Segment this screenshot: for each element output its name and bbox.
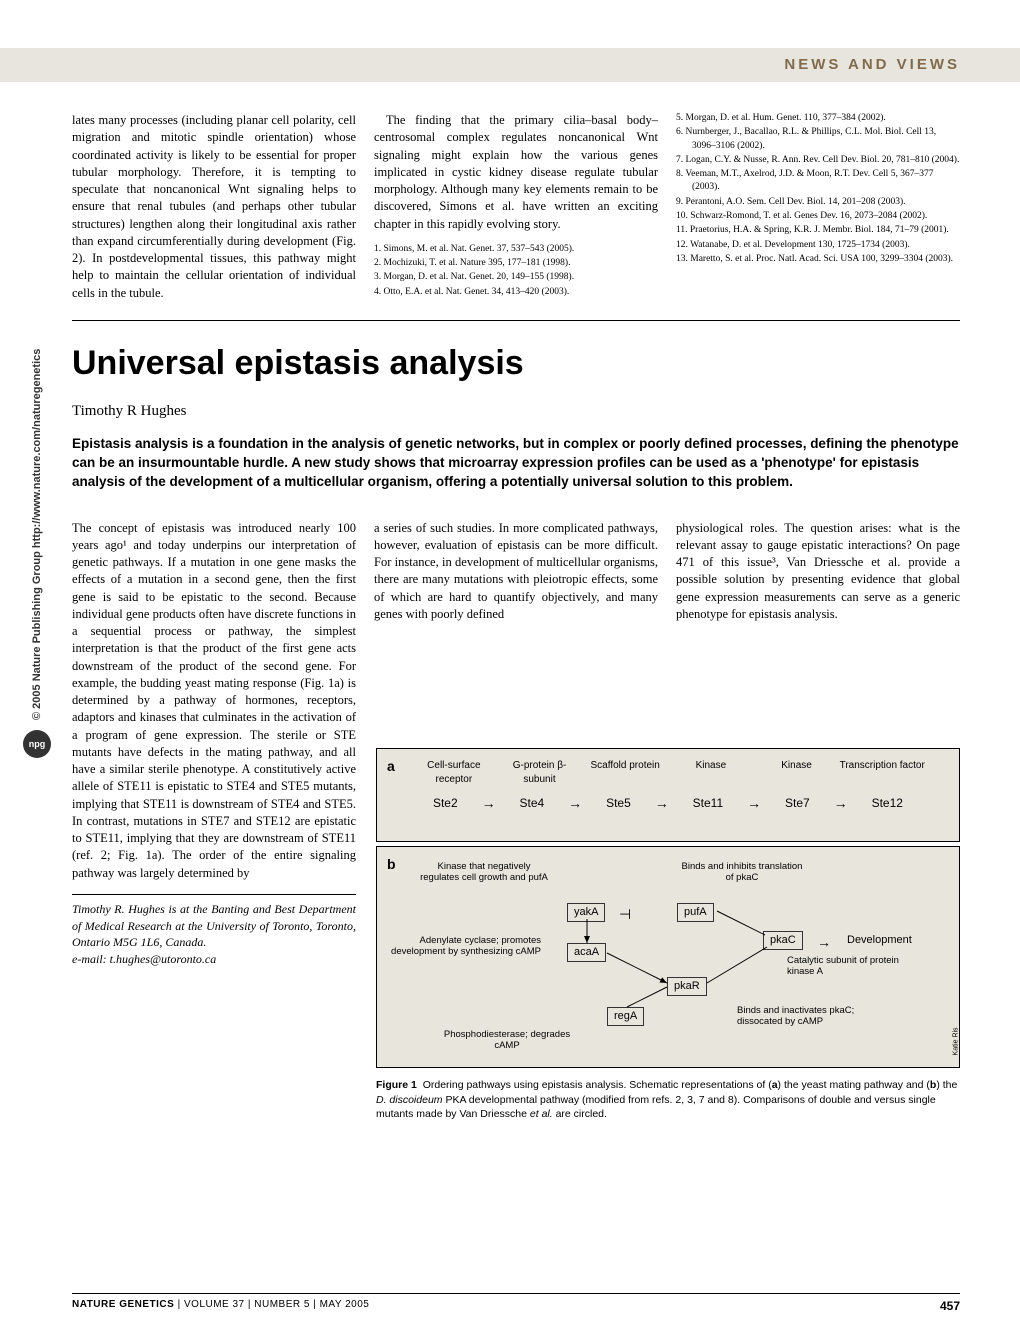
label: Cell-surface receptor	[411, 759, 497, 786]
arrow-icon: →	[834, 794, 848, 813]
ref: 5. Morgan, D. et al. Hum. Genet. 110, 37…	[676, 112, 960, 125]
figure-caption: Figure 1 Ordering pathways using epistas…	[376, 1078, 960, 1122]
label-phospho: Phosphodiesterase; degrades cAMP	[437, 1029, 577, 1052]
body-col1-text: The concept of epistasis was introduced …	[72, 520, 356, 882]
section-header: NEWS AND VIEWS	[784, 55, 960, 75]
author-name: Timothy R Hughes	[72, 401, 960, 421]
label: Transcription factor	[839, 759, 925, 786]
page-footer: NATURE GENETICS | VOLUME 37 | NUMBER 5 |…	[72, 1293, 960, 1314]
label-catalytic: Catalytic subunit of protein kinase A	[787, 955, 917, 978]
ref: 12. Watanabe, D. et al. Development 130,…	[676, 239, 960, 252]
body-col3-text: physiological roles. The question arises…	[676, 520, 960, 624]
top-col2: The finding that the primary cilia–basal…	[374, 112, 658, 302]
top-col1-text: lates many processes (including planar c…	[72, 112, 356, 302]
ref: 3. Morgan, D. et al. Nat. Genet. 20, 149…	[374, 271, 658, 284]
author-info: Timothy R. Hughes is at the Banting and …	[72, 894, 356, 968]
abstract: Epistasis analysis is a foundation in th…	[72, 435, 960, 492]
ref: 8. Veeman, M.T., Axelrod, J.D. & Moon, R…	[676, 168, 960, 195]
node-pufA: pufA	[677, 903, 714, 922]
ref: 13. Maretto, S. et al. Proc. Natl. Acad.…	[676, 253, 960, 266]
ref: 4. Otto, E.A. et al. Nat. Genet. 34, 413…	[374, 286, 658, 299]
article-title: Universal epistasis analysis	[72, 341, 960, 387]
ref: 11. Praetorius, H.A. & Spring, K.R. J. M…	[676, 224, 960, 237]
ref: 2. Mochizuki, T. et al. Nature 395, 177–…	[374, 257, 658, 270]
panel-a-label: a	[387, 757, 395, 776]
arrow-icon: →	[747, 794, 761, 813]
figure-credit: Katie Ris	[952, 1027, 961, 1055]
gene: Ste12	[872, 795, 903, 811]
ref: 7. Logan, C.Y. & Nusse, R. Ann. Rev. Cel…	[676, 154, 960, 167]
ref: 6. Nurnberger, J., Bacallao, R.L. & Phil…	[676, 126, 960, 153]
gene: Ste11	[693, 795, 723, 811]
panel-a-genes: Ste2 → Ste4 → Ste5 → Ste11 → Ste7 → Ste1…	[391, 794, 945, 813]
label: G-protein β-subunit	[497, 759, 583, 786]
top-col2-text: The finding that the primary cilia–basal…	[374, 112, 658, 233]
footer-journal-info: NATURE GENETICS | VOLUME 37 | NUMBER 5 |…	[72, 1298, 369, 1314]
node-pkaR: pkaR	[667, 977, 707, 996]
figure-1: a Cell-surface receptor G-protein β-subu…	[376, 748, 960, 1122]
node-yakA: yakA	[567, 903, 605, 922]
gene: Ste7	[785, 795, 810, 811]
label-kinase-neg: Kinase that negatively regulates cell gr…	[419, 861, 549, 884]
header-bar: NEWS AND VIEWS	[0, 48, 1020, 82]
npg-logo: npg	[23, 730, 51, 758]
gene: Ste2	[433, 795, 458, 811]
node-regA: regA	[607, 1007, 644, 1026]
gene: Ste5	[606, 795, 631, 811]
node-pkaC: pkaC	[763, 931, 803, 950]
main-content: lates many processes (including planar c…	[72, 112, 960, 1284]
caption-text: Ordering pathways using epistasis analys…	[376, 1079, 957, 1120]
divider	[72, 320, 960, 321]
node-acaA: acaA	[567, 943, 606, 962]
refs-1-4: 1. Simons, M. et al. Nat. Genet. 37, 537…	[374, 243, 658, 299]
figure-panel-b: b Kinase that negatively regulates cell …	[376, 846, 960, 1068]
refs-5-13: 5. Morgan, D. et al. Hum. Genet. 110, 37…	[676, 112, 960, 302]
top-continuation-section: lates many processes (including planar c…	[72, 112, 960, 302]
label-binds-inhibits: Binds and inhibits translation of pkaC	[677, 861, 807, 884]
ref: 1. Simons, M. et al. Nat. Genet. 37, 537…	[374, 243, 658, 256]
arrow-icon: →	[568, 794, 582, 813]
figure-panel-a: a Cell-surface receptor G-protein β-subu…	[376, 748, 960, 842]
panel-b-label: b	[387, 855, 396, 874]
label-development: Development	[847, 933, 912, 948]
label: Scaffold protein	[582, 759, 668, 786]
gene: Ste4	[520, 795, 545, 811]
author-email: e-mail: t.hughes@utoronto.ca	[72, 951, 356, 968]
arrow-icon: →	[482, 794, 496, 813]
label-adenylate: Adenylate cyclase; promotes development …	[391, 935, 541, 958]
author-affiliation: Timothy R. Hughes is at the Banting and …	[72, 901, 356, 951]
inhibit-icon: ⊣	[619, 905, 631, 924]
page-number: 457	[940, 1298, 960, 1314]
ref: 9. Perantoni, A.O. Sem. Cell Dev. Biol. …	[676, 196, 960, 209]
label: Kinase	[668, 759, 754, 786]
arrow-icon: →	[817, 933, 831, 952]
body-col1: The concept of epistasis was introduced …	[72, 520, 356, 968]
body-col2-text: a series of such studies. In more compli…	[374, 520, 658, 624]
panel-a-labels: Cell-surface receptor G-protein β-subuni…	[391, 759, 945, 786]
label-binds-inactivates: Binds and inactivates pkaC; dissocated b…	[737, 1005, 887, 1028]
label: Kinase	[754, 759, 840, 786]
ref: 10. Schwarz-Romond, T. et al. Genes Dev.…	[676, 210, 960, 223]
arrow-icon: →	[655, 794, 669, 813]
top-col1: lates many processes (including planar c…	[72, 112, 356, 302]
copyright-sidebar: © 2005 Nature Publishing Group http://ww…	[30, 349, 45, 720]
